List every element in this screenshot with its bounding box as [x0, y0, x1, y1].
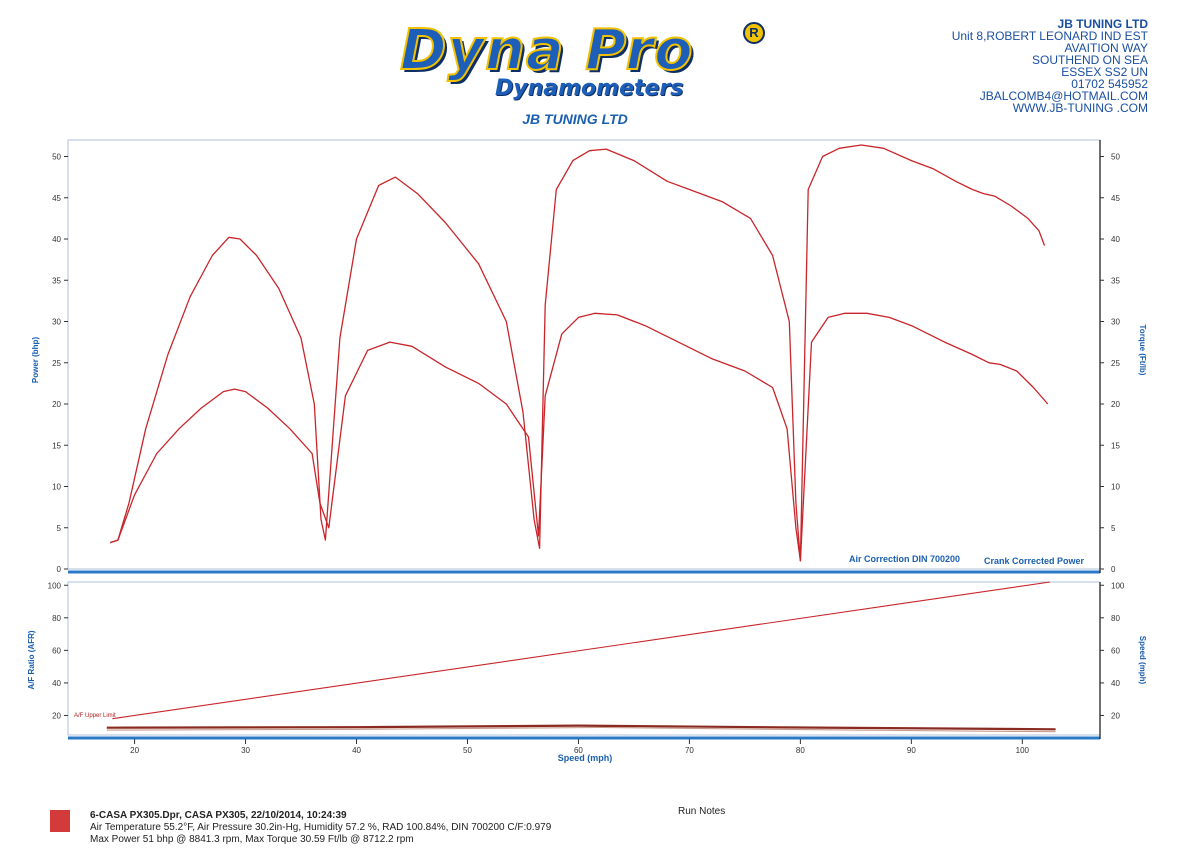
- speed-tick-label: 60: [1111, 646, 1120, 655]
- curve-speed: [112, 581, 1051, 720]
- x-tick-label: 70: [685, 746, 694, 755]
- power-tick-label: 25: [52, 359, 61, 368]
- afr-tick-label: 20: [52, 711, 61, 720]
- address-line: WWW.JB-TUNING .COM: [1012, 101, 1148, 115]
- logo-wordmark: Dyna Pro: [399, 17, 694, 84]
- run-color-swatch: [50, 810, 70, 832]
- power-tick-label: 0: [57, 565, 62, 574]
- curve-a: [109, 144, 1046, 562]
- x-tick-label: 20: [130, 746, 139, 755]
- curve-b: [109, 312, 1049, 562]
- speed-tick-label: 100: [1111, 581, 1125, 590]
- torque-tick-label: 10: [1111, 483, 1120, 492]
- afr-tick-label: 80: [52, 614, 61, 623]
- power-tick-label: 5: [57, 524, 62, 533]
- afr-axis-label: A/F Ratio (AFR): [27, 630, 36, 689]
- afr-tick-label: 100: [48, 581, 62, 590]
- center-title: JB TUNING LTD: [522, 111, 628, 127]
- torque-tick-label: 0: [1111, 565, 1116, 574]
- speed-tick-label: 80: [1111, 614, 1120, 623]
- power-tick-label: 50: [52, 153, 61, 162]
- power-axis-label: Power (bhp): [31, 337, 40, 384]
- torque-tick-label: 40: [1111, 235, 1120, 244]
- x-tick-label: 90: [907, 746, 916, 755]
- logo-subtitle: Dynamometers: [495, 76, 684, 101]
- speed-axis-label: Speed (mph): [1138, 636, 1147, 685]
- torque-tick-label: 15: [1111, 441, 1120, 450]
- top-panel-frame: [67, 139, 1101, 570]
- x-tick-label: 30: [241, 746, 250, 755]
- power-tick-label: 35: [52, 276, 61, 285]
- torque-tick-label: 35: [1111, 276, 1120, 285]
- run-conditions-line: Air Temperature 55.2°F, Air Pressure 30.…: [90, 822, 552, 833]
- curve-afr-dark: [106, 724, 1056, 731]
- address-line: SOUTHEND ON SEA: [1031, 53, 1148, 67]
- x-tick-label: 50: [463, 746, 472, 755]
- power-tick-label: 20: [52, 400, 61, 409]
- torque-tick-label: 50: [1111, 153, 1120, 162]
- x-axis: 20 30 40 50 60 70 80 90 100 Speed (mph): [130, 739, 1030, 763]
- address-line: 01702 545952: [1071, 77, 1148, 91]
- address-line: JBALCOMB4@HOTMAIL.COM: [979, 89, 1148, 103]
- run-max-line: Max Power 51 bhp @ 8841.3 rpm, Max Torqu…: [90, 834, 414, 845]
- address-line: ESSEX SS2 UN: [1061, 65, 1148, 79]
- air-correction-label: Air Correction DIN 700200: [849, 554, 960, 564]
- torque-tick-label: 25: [1111, 359, 1120, 368]
- bottom-panel-frame: [67, 581, 1101, 736]
- afr-tick-label: 60: [52, 646, 61, 655]
- run-file-line: 6-CASA PX305.Dpr, CASA PX305, 22/10/2014…: [90, 810, 347, 821]
- x-tick-label: 60: [574, 746, 583, 755]
- address-line: JB TUNING LTD: [1057, 17, 1148, 31]
- x-tick-label: 80: [796, 746, 805, 755]
- address-line: Unit 8,ROBERT LEONARD IND EST: [951, 29, 1148, 43]
- power-tick-label: 45: [52, 194, 61, 203]
- dynapro-logo: Dyna Pro R Dynamometers: [395, 17, 775, 108]
- registered-mark-icon: R: [743, 22, 765, 44]
- speed-tick-label: 40: [1111, 679, 1120, 688]
- x-axis-label: Speed (mph): [558, 753, 613, 763]
- power-tick-label: 40: [52, 235, 61, 244]
- corrected-power-label: Crank Corrected Power: [984, 556, 1085, 566]
- afr-upper-limit-label: A/F Upper Limit: [74, 713, 116, 719]
- run-notes-label: Run Notes: [678, 806, 726, 817]
- power-torque-panel: 0 0 5 5 10 10 15 15 20 20 25 25 30 30 35 35 40 40 45 45 50 50…: [31, 139, 1147, 574]
- x-tick-label: 40: [352, 746, 361, 755]
- torque-tick-label: 45: [1111, 194, 1120, 203]
- company-address: JB TUNING LTD Unit 8,ROBERT LEONARD IND …: [952, 18, 1148, 114]
- afr-speed-panel: 20 40 60 80 100 20 40 60 80 100 A/F Ratio (AFR) Spe…: [27, 581, 1147, 740]
- curve-afr-light: [106, 726, 1056, 733]
- power-tick-label: 10: [52, 483, 61, 492]
- torque-tick-label: 5: [1111, 524, 1116, 533]
- x-tick-label: 100: [1016, 746, 1030, 755]
- torque-axis-label: Torque (Ft/lb): [1138, 325, 1147, 376]
- torque-tick-label: 30: [1111, 318, 1120, 327]
- torque-tick-label: 20: [1111, 400, 1120, 409]
- afr-tick-label: 40: [52, 679, 61, 688]
- speed-tick-label: 20: [1111, 711, 1120, 720]
- power-tick-label: 15: [52, 441, 61, 450]
- power-tick-label: 30: [52, 318, 61, 327]
- address-line: AVAITION WAY: [1064, 41, 1148, 55]
